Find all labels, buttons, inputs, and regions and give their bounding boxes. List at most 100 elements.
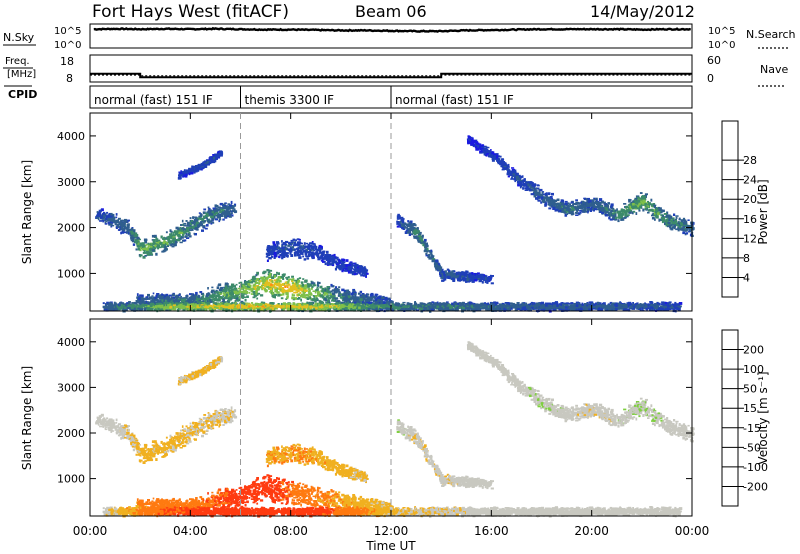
power-cell bbox=[409, 220, 413, 223]
power-cell bbox=[376, 296, 379, 300]
power-cell bbox=[122, 221, 126, 225]
power-cell bbox=[660, 214, 663, 217]
power-cell bbox=[666, 211, 669, 215]
nsearch-tick-top: 10^5 bbox=[708, 26, 735, 37]
power-cell bbox=[399, 225, 402, 228]
power-cell bbox=[237, 298, 241, 301]
power-cell bbox=[324, 288, 328, 292]
power-cell bbox=[302, 278, 305, 280]
power-cell bbox=[331, 299, 333, 302]
power-cell bbox=[119, 221, 122, 225]
power-cell bbox=[222, 212, 225, 215]
power-cell bbox=[197, 294, 200, 298]
power-cell bbox=[110, 218, 113, 221]
power-cell bbox=[571, 207, 575, 210]
power-cell bbox=[105, 220, 108, 223]
power-cell bbox=[108, 213, 111, 215]
power-cell bbox=[218, 296, 222, 299]
power-cell bbox=[306, 284, 310, 288]
power-cell bbox=[292, 284, 294, 286]
power-cell bbox=[221, 209, 225, 212]
power-cell bbox=[193, 219, 197, 222]
power-cell bbox=[197, 297, 200, 299]
power-cell bbox=[307, 295, 311, 299]
power-cell bbox=[620, 210, 623, 213]
power-cell bbox=[302, 246, 305, 249]
power-cell bbox=[173, 243, 177, 247]
power-cell bbox=[274, 279, 277, 282]
power-cell bbox=[294, 253, 297, 257]
power-cell bbox=[191, 219, 193, 223]
power-cell bbox=[140, 299, 144, 302]
power-cell bbox=[120, 226, 123, 229]
power-cell bbox=[222, 203, 225, 206]
power-cell bbox=[554, 200, 557, 202]
power-cell bbox=[366, 296, 371, 299]
power-cell bbox=[281, 251, 285, 254]
power-cell bbox=[456, 274, 459, 278]
power-cell bbox=[673, 224, 676, 227]
power-cell bbox=[151, 301, 155, 304]
power-cell bbox=[538, 197, 541, 200]
power-cell bbox=[475, 147, 479, 151]
power-cell bbox=[612, 212, 615, 215]
power-cell bbox=[467, 142, 470, 145]
power-cell bbox=[314, 290, 317, 294]
power-cell bbox=[268, 291, 272, 293]
cpid-strip: CPID normal (fast) 151 IF themis 3300 IF n… bbox=[4, 85, 693, 109]
power-cell bbox=[334, 256, 337, 259]
power-cell bbox=[116, 221, 119, 224]
power-cell bbox=[508, 172, 512, 174]
power-cell bbox=[624, 215, 627, 219]
power-cell bbox=[172, 298, 175, 300]
power-cell bbox=[487, 279, 491, 281]
power-cell bbox=[191, 226, 194, 229]
power-cell bbox=[513, 175, 517, 179]
power-cell bbox=[604, 213, 608, 217]
power-cell bbox=[206, 219, 210, 221]
power-cell bbox=[366, 293, 370, 296]
power-cell bbox=[435, 266, 438, 269]
power-cell bbox=[651, 208, 654, 211]
power-cell bbox=[541, 191, 544, 194]
power-cell bbox=[520, 179, 523, 182]
power-cell bbox=[584, 211, 588, 213]
power-cell bbox=[657, 206, 661, 209]
power-cell bbox=[317, 293, 321, 297]
power-cell bbox=[531, 188, 534, 190]
power-cell bbox=[374, 293, 379, 296]
power-cell bbox=[549, 203, 552, 206]
power-cell bbox=[552, 204, 555, 207]
power-cell bbox=[322, 257, 325, 260]
power-cell bbox=[261, 286, 264, 289]
power-cell bbox=[151, 244, 153, 247]
power-cell bbox=[172, 241, 176, 244]
power-cell bbox=[297, 244, 300, 247]
power-cell bbox=[605, 204, 610, 208]
power-cell bbox=[298, 277, 302, 279]
power-cell bbox=[186, 223, 190, 226]
power-cell bbox=[319, 251, 322, 254]
power-cell bbox=[121, 223, 125, 227]
power-cell bbox=[225, 209, 229, 211]
power-cell bbox=[218, 292, 222, 295]
power-cell bbox=[666, 221, 669, 225]
power-cell bbox=[241, 297, 244, 299]
power-cell bbox=[375, 298, 378, 302]
power-cell bbox=[117, 218, 120, 222]
power-cell bbox=[477, 143, 482, 147]
power-cell bbox=[113, 220, 117, 223]
power-cell bbox=[608, 212, 611, 215]
power-cell bbox=[601, 200, 604, 204]
power-cell bbox=[99, 220, 102, 222]
power-cell bbox=[665, 215, 668, 218]
power-cell bbox=[250, 278, 254, 281]
power-cell bbox=[304, 279, 308, 283]
power-cell bbox=[518, 181, 522, 183]
power-cell bbox=[166, 295, 169, 298]
power-cell bbox=[336, 289, 340, 292]
power-cell bbox=[326, 286, 330, 288]
power-cell bbox=[400, 218, 404, 222]
power-cell bbox=[407, 225, 410, 227]
power-cell bbox=[276, 242, 278, 244]
